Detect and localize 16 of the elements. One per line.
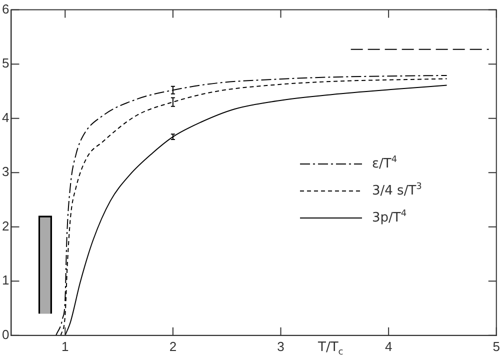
y-tick-label: 1 [2,272,10,288]
y-tick-label: 0 [2,326,10,342]
legend-label: 3/4 s/T$^{3}$ [372,182,422,199]
x-tick-label: 3 [277,338,284,354]
x-tick-label: 4 [384,338,392,354]
x-tick-label: 1 [62,338,69,354]
x-tick-label: 2 [169,338,177,354]
y-tick-label: 5 [2,56,10,71]
y-tick-label: 6 [2,1,10,16]
legend-label: ε/T$^{4}$ [372,155,398,172]
y-tick-label: 2 [2,218,10,234]
legend-label: 3p/T$^{4}$ [372,209,407,226]
y-tick-label: 3 [2,164,10,180]
y-tick-label: 4 [2,110,10,125]
x-axis-title: T/T$_{c}$ [318,340,344,358]
x-tick-label: 5 [492,338,500,354]
